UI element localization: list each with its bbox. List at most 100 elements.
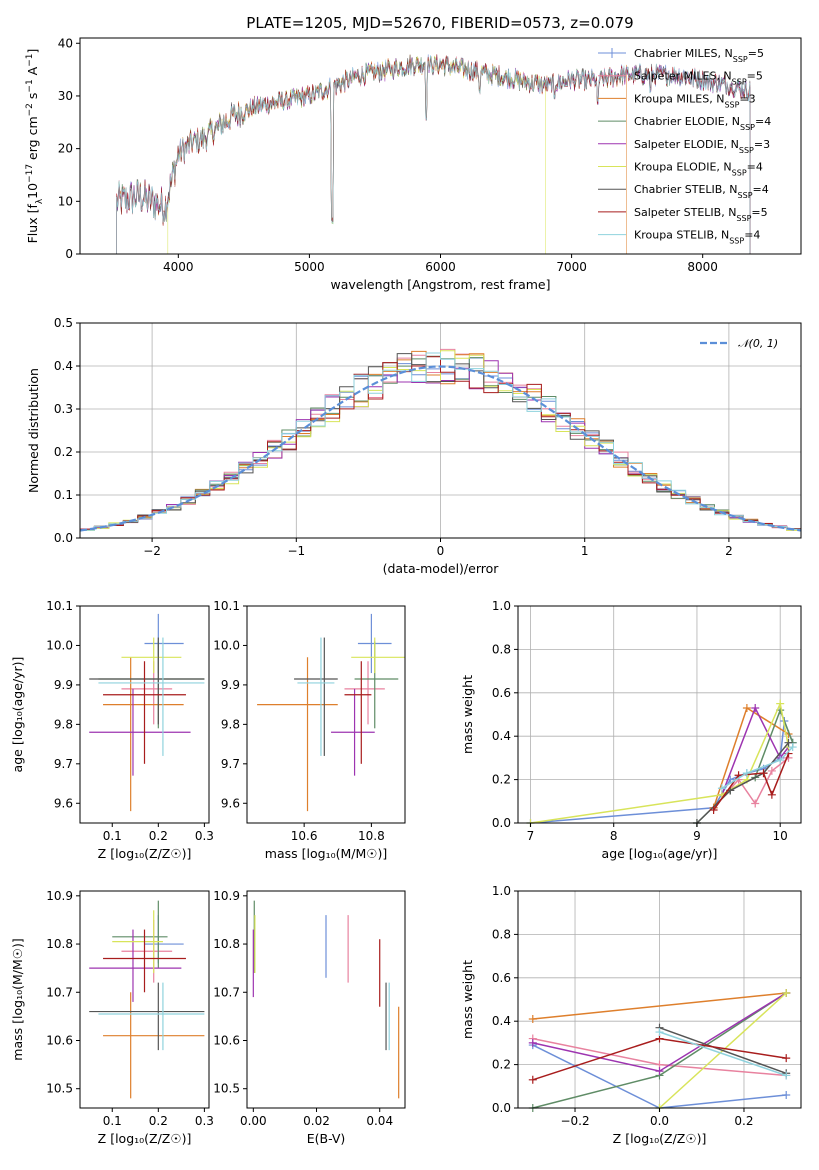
- age_vs_Z-ytick-label-4: 10.0: [46, 638, 73, 652]
- mass_vs_EBV-ytick-label-2: 10.7: [213, 985, 240, 999]
- residuals-ytick-label-3: 0.3: [54, 402, 73, 416]
- legend-n-2: 3: [749, 92, 756, 105]
- spectrum-ytick-label-0: 0: [65, 247, 73, 261]
- legend-n-6: 4: [762, 183, 769, 196]
- age_vs_Z-ylabel: age [log₁₀(age/yr)]: [10, 657, 25, 773]
- mass_vs_EBV-ytick-label-3: 10.8: [213, 937, 240, 951]
- residuals-ytick-label-5: 0.5: [54, 316, 73, 330]
- residuals-xtick-label-2: 0: [437, 544, 445, 558]
- mass_weight_vs_Z-marker-4-1: [655, 1067, 664, 1076]
- legend-eq-6: =: [753, 183, 762, 196]
- mass_vs_Z-xlabel: Z [log₁₀(Z/Z☉)]: [98, 1131, 192, 1146]
- legend-label-7: Salpeter STELIB, NSSP=5: [634, 206, 768, 223]
- mass_weight_vs_age-line-8: [721, 746, 794, 789]
- mass_weight_vs_Z-ytick-label-0: 0.0: [492, 1101, 511, 1115]
- age_vs_Z-xtick-label-1: 0.2: [149, 829, 168, 843]
- legend-eq-2: =: [739, 92, 748, 105]
- mass_weight_vs_age-ytick-label-1: 0.2: [492, 773, 511, 787]
- residuals-xlabel: (data-model)/error: [383, 561, 500, 576]
- age_vs_Z-ytick-label-2: 9.8: [54, 717, 73, 731]
- spectrum-series-3: [116, 56, 751, 254]
- mass_weight_vs_age-plot-area: [526, 699, 797, 827]
- mass_weight_vs_Z-line-8: [659, 1031, 787, 1077]
- spectrum-ylabel-part-7: −1: [25, 79, 35, 92]
- legend-label-0: Chabrier MILES, NSSP=5: [634, 47, 764, 64]
- mass_weight_vs_Z-ytick-label-2: 0.4: [492, 1014, 511, 1028]
- legend-ssp-1: SSP: [732, 77, 747, 86]
- spectrum-panel: 4000 5000 6000 7000 8000 0 10 20 30 40 wavelength …: [25, 36, 802, 292]
- mass_weight_vs_age-marker-2-1: [742, 703, 751, 712]
- legend-label-6: Chabrier STELIB, NSSP=4: [634, 183, 769, 200]
- spectrum-series-8: [116, 55, 751, 254]
- spectrum-xtick-label-0: 4000: [163, 260, 194, 274]
- residuals-ylabel: Normed distribution: [26, 368, 41, 493]
- mass_vs_Z-xtick-label-1: 0.2: [149, 1114, 168, 1128]
- mass_weight_vs_age-ylabel: mass weight: [460, 675, 475, 754]
- mass_vs_EBV-ytick-label-4: 10.9: [213, 889, 240, 903]
- legend-eq-3: =: [755, 115, 764, 128]
- mass_vs_EBV-ytick-label-1: 10.6: [213, 1033, 240, 1047]
- legend-eq-5: =: [747, 161, 756, 174]
- mass_vs_EBV-plot-area: [252, 900, 400, 1099]
- spectrum-ytick-label-3: 30: [58, 89, 73, 103]
- spectrum-ylabel-part-4: erg cm: [25, 116, 40, 164]
- mass_vs_Z-ytick-label-1: 10.6: [46, 1033, 73, 1047]
- mass_vs_EBV-xlabel: E(B-V): [307, 1131, 346, 1146]
- mass_weight_vs_age-xlabel: age [log₁₀(age/yr)]: [602, 846, 718, 861]
- legend-ssp-5: SSP: [732, 168, 747, 177]
- mass_vs_EBV-ytick-label-0: 10.5: [213, 1082, 240, 1096]
- mass_weight_vs_age-marker-8-3: [788, 743, 797, 752]
- mass_weight_vs_Z-ylabel: mass weight: [460, 960, 475, 1039]
- mass_weight_vs_age-xtick-label-3: 10: [773, 829, 788, 843]
- mass_vs_Z-ytick-label-2: 10.7: [46, 985, 73, 999]
- spectrum-ytick-label-4: 40: [58, 36, 73, 50]
- mass_weight_vs_age-marker-7-3: [767, 790, 776, 799]
- mass_vs_Z-ytick-label-0: 10.5: [46, 1082, 73, 1096]
- mass_vs_Z-plot-area: [89, 900, 205, 1099]
- age_vs_Z-xlabel: Z [log₁₀(Z/Z☉)]: [98, 846, 192, 861]
- mass_weight_vs_age-panel: 7 8 9 10 0.0 0.2 0.4 0.6 0.8 1.0 age [log₁₀(age/yr…: [460, 599, 802, 861]
- age_vs_Z-plot-area: [89, 613, 205, 812]
- mass_weight_vs_Z-line-2: [532, 992, 787, 1020]
- age_vs_Z-ytick-label-1: 9.7: [54, 757, 73, 771]
- age_vs_mass-ytick-label-5: 10.1: [213, 599, 240, 613]
- mass_weight_vs_age-marker-8-1: [742, 769, 751, 778]
- spectrum-xtick-label-2: 6000: [425, 260, 456, 274]
- spectrum-ylabel-part-2: 10: [25, 183, 40, 199]
- age_vs_Z-ytick-label-0: 9.6: [54, 796, 73, 810]
- mass_weight_vs_Z-marker-4-0: [528, 1038, 537, 1047]
- mass_weight_vs_age-marker-1-3: [767, 766, 776, 775]
- mass_weight_vs_age-xtick-label-2: 9: [693, 829, 701, 843]
- mass_weight_vs_Z-ytick-label-5: 1.0: [492, 884, 511, 898]
- spectrum-series-5: [167, 55, 546, 254]
- age_vs_Z-ytick-label-3: 9.9: [54, 678, 73, 692]
- residuals-ytick-label-2: 0.2: [54, 445, 73, 459]
- legend-eq-1: =: [747, 70, 756, 83]
- mass_vs_Z-xtick-label-2: 0.3: [195, 1114, 214, 1128]
- mass_weight_vs_age-ytick-label-0: 0.0: [492, 816, 511, 830]
- mass_weight_vs_age-marker-7-0: [709, 805, 718, 814]
- mass_weight_vs_age-ytick-label-3: 0.6: [492, 686, 511, 700]
- mass_weight_vs_age-marker-8-2: [776, 756, 785, 765]
- mass_vs_EBV-panel: 0.00 0.02 0.04 10.5 10.6 10.7 10.8 10.9 E(B-V): [213, 889, 406, 1146]
- spectrum-ylabel-part-5: −2: [25, 103, 35, 116]
- mass_weight_vs_Z-line-6: [659, 1026, 787, 1075]
- residuals-ytick-label-1: 0.1: [54, 488, 73, 502]
- legend-eq-8: =: [744, 229, 753, 242]
- legend-name-4: Salpeter ELODIE, N: [634, 138, 739, 151]
- mass_weight_vs_Z-xlabel: Z [log₁₀(Z/Z☉)]: [613, 1131, 707, 1146]
- mass_weight_vs_Z-marker-0-2: [782, 1090, 791, 1099]
- spectrum-xtick-label-4: 8000: [687, 260, 718, 274]
- age_vs_mass-ytick-label-4: 10.0: [213, 638, 240, 652]
- residuals-panel: −2 −1 0 1 2 0.0 0.1 0.2 0.3 0.4 0.5 (data-model)/er…: [26, 316, 802, 576]
- legend-label-5: Kroupa ELODIE, NSSP=4: [634, 161, 763, 178]
- spectrum-ylabel-part-3: −17: [25, 164, 35, 183]
- mass_weight_vs_Z-marker-7-0: [528, 1075, 537, 1084]
- spectrum-ylabel-part-1: λ: [35, 198, 45, 204]
- legend-n-3: 4: [764, 115, 771, 128]
- spectrum-ylabel-part-9: −1: [25, 54, 35, 67]
- mass_weight_vs_age-marker-4-1: [751, 703, 760, 712]
- residuals-ytick-label-0: 0.0: [54, 531, 73, 545]
- legend-ssp-4: SSP: [739, 145, 754, 154]
